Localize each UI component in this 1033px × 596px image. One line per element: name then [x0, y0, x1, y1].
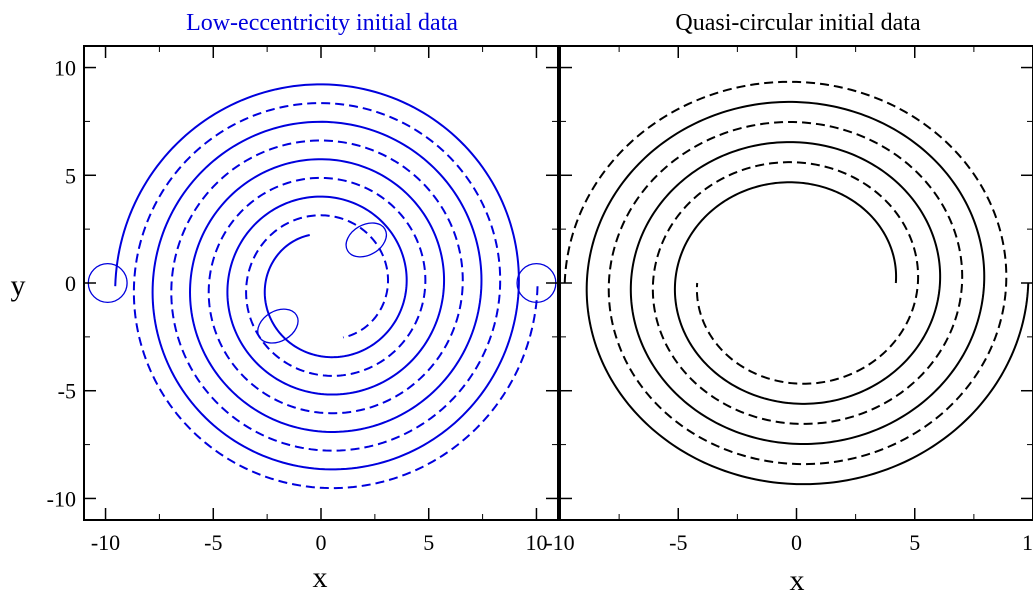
left-panel-horizons: [87, 222, 557, 344]
y-axis-label: y: [11, 269, 26, 302]
left-panel-title: Low-eccentricity initial data: [186, 10, 458, 36]
left-trajectory-solid: [114, 83, 520, 471]
left-panel-curves: [114, 83, 539, 490]
left-panel: -10 -5 0 5 10 -10 -5 0 5 10: [47, 45, 559, 556]
x-tick-label: 0: [791, 530, 802, 555]
x-tick-label: -5: [204, 530, 222, 555]
x-tick-label: 5: [423, 530, 434, 555]
y-tick-label: 0: [65, 271, 76, 296]
right-panel-curves: [563, 80, 1030, 486]
x-tick-label: 10: [526, 530, 548, 555]
right-trajectory-dashed: [563, 80, 1008, 466]
right-panel-title: Quasi-circular initial data: [675, 10, 921, 36]
x-tick-label: -10: [91, 530, 120, 555]
y-tick-label: -5: [58, 379, 76, 404]
x-tick-label: 0: [316, 530, 327, 555]
y-tick-label: -10: [47, 487, 76, 512]
y-tick-label: 5: [65, 163, 76, 188]
left-panel-frame: [83, 45, 559, 521]
x-axis-label-right: x: [790, 564, 805, 596]
left-trajectory-dashed: [132, 102, 539, 490]
x-tick-label: 10: [1022, 530, 1033, 555]
x-tick-label: -10: [545, 530, 574, 555]
horizon-ellipse: [257, 308, 299, 344]
x-tick-label: 5: [909, 530, 920, 555]
y-tick-label: 10: [54, 56, 76, 81]
horizon-ellipse: [345, 222, 388, 258]
right-panel-ticks: [559, 46, 1033, 520]
x-axis-label-left: x: [313, 561, 328, 594]
left-panel-ticks: [84, 46, 558, 520]
right-trajectory-solid: [585, 100, 1030, 486]
right-panel: -10 -5 0 5 10: [545, 45, 1033, 555]
left-panel-tick-labels: -10 -5 0 5 10 -10 -5 0 5 10: [47, 56, 548, 556]
right-panel-tick-labels: -10 -5 0 5 10: [545, 530, 1033, 555]
x-tick-label: -5: [669, 530, 687, 555]
